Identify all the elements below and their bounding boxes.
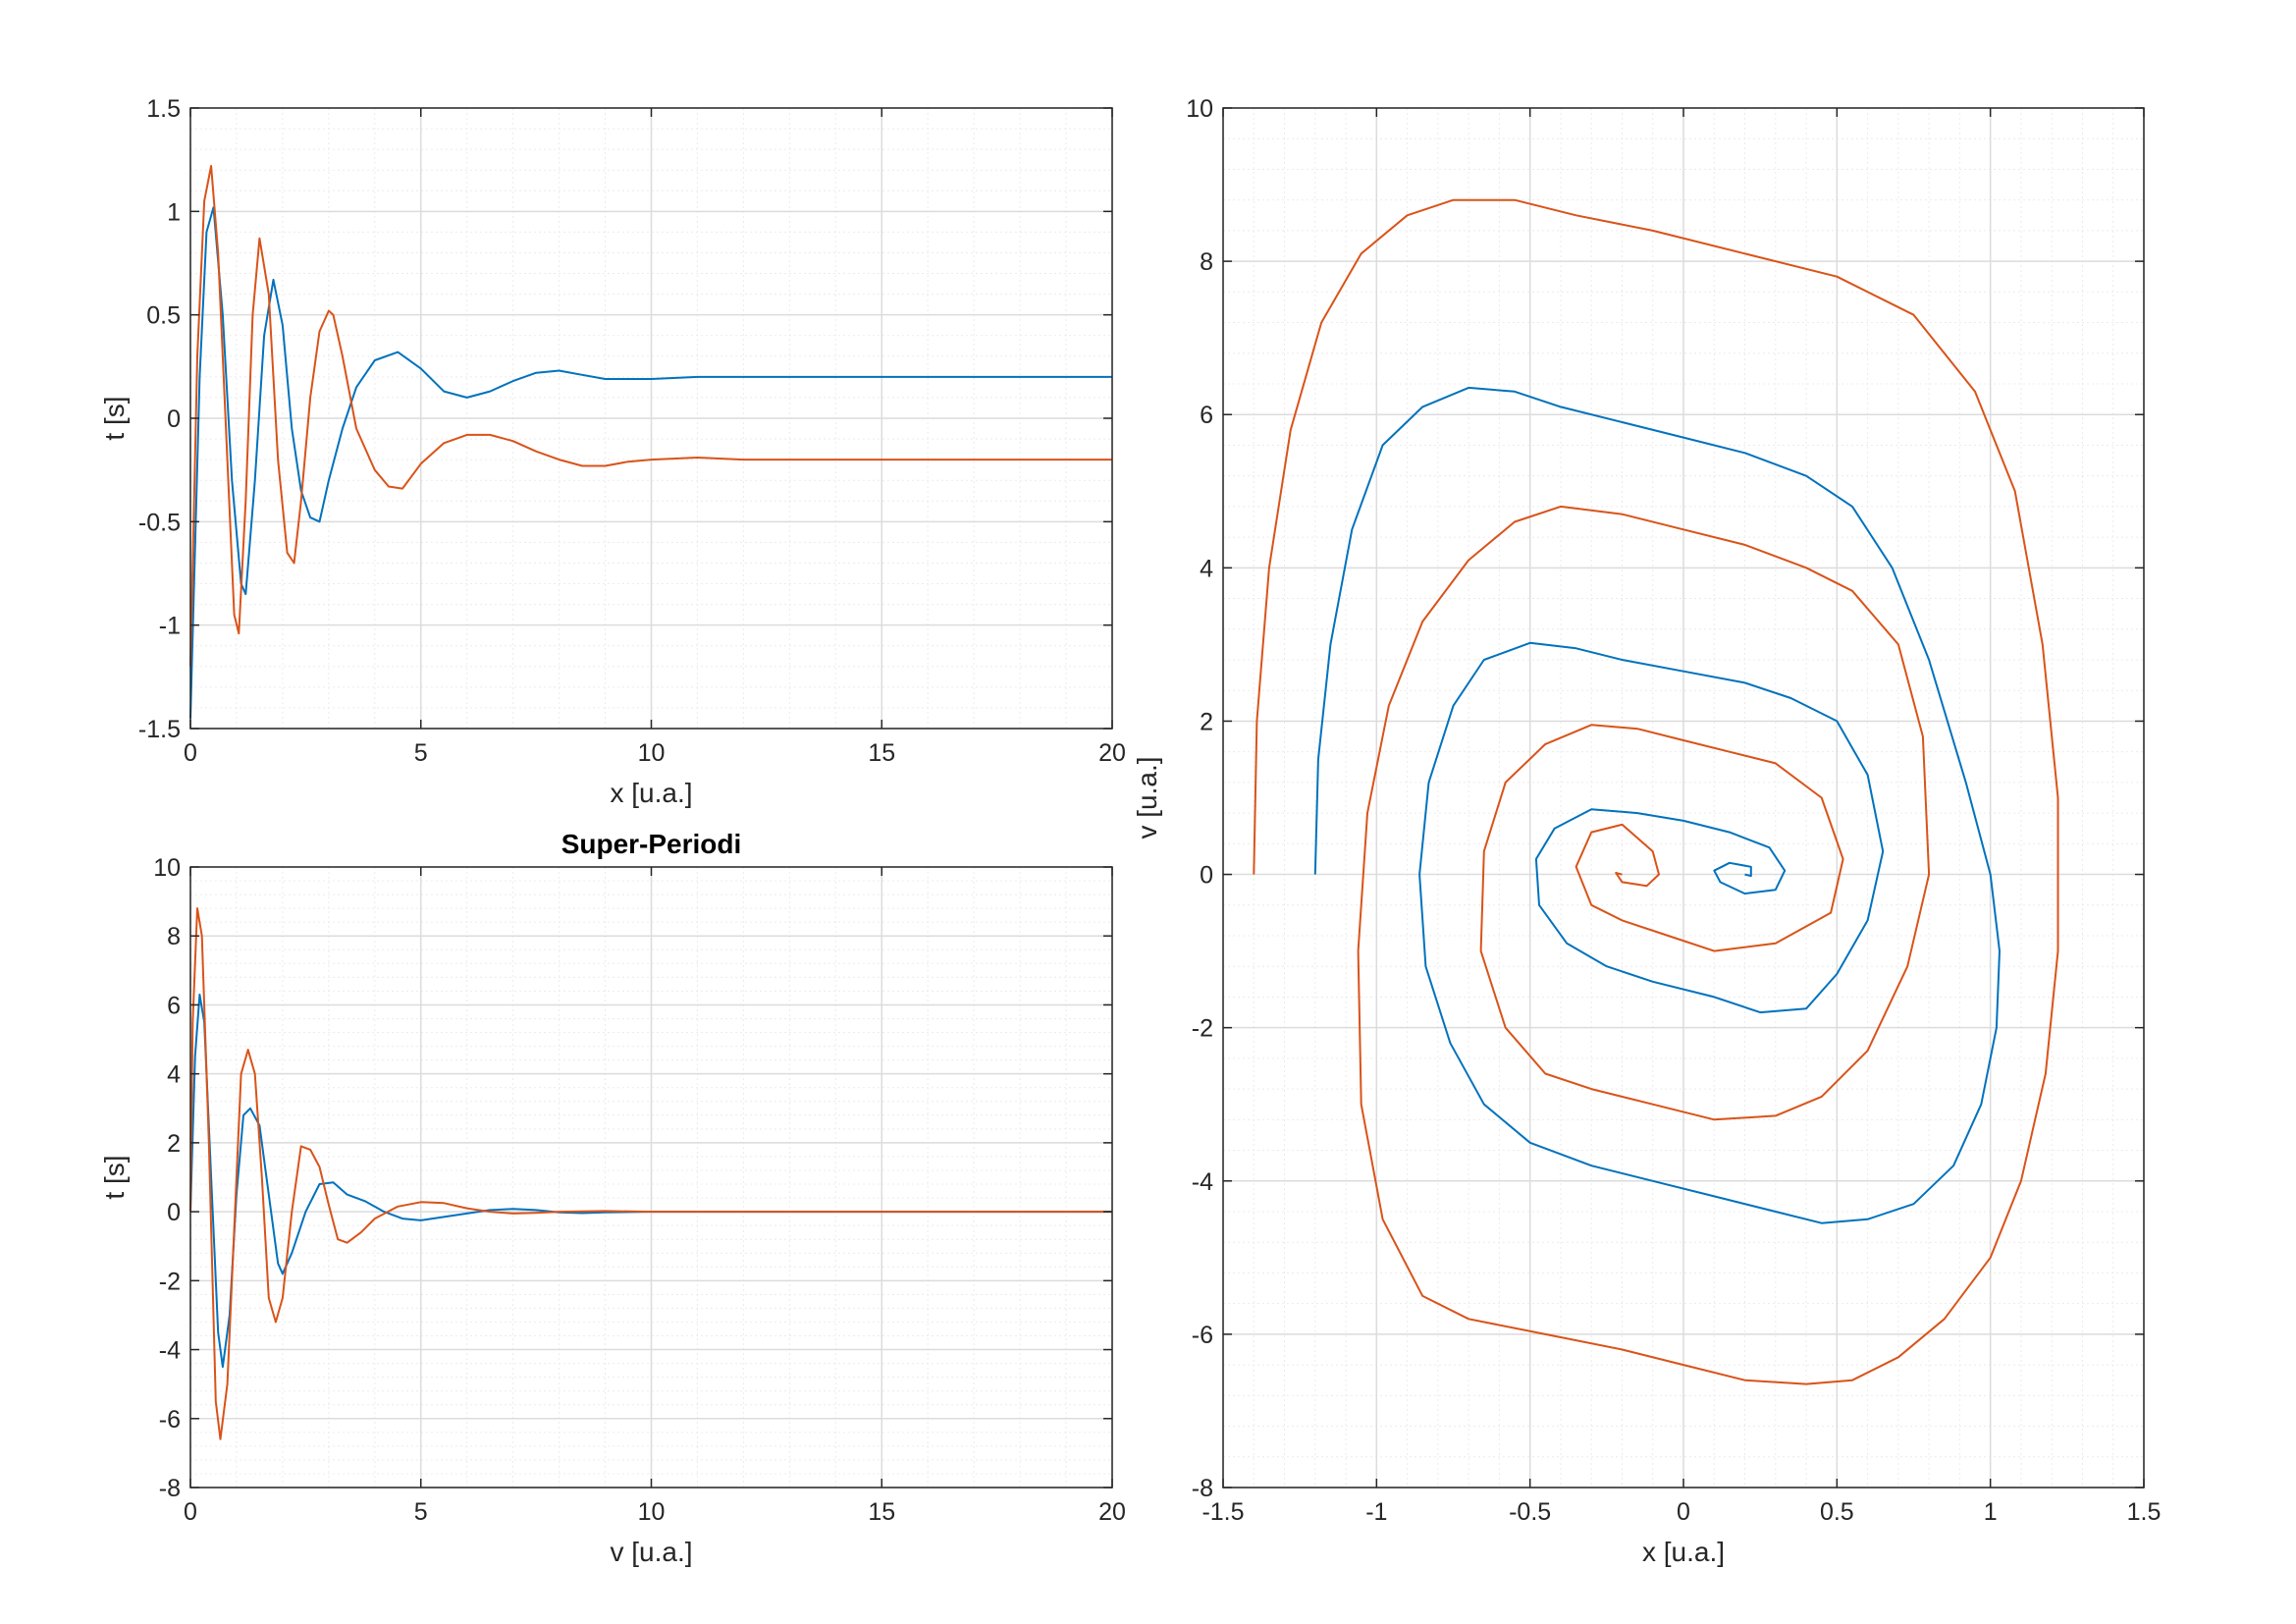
top-left-chart: 0 5 10 15 20 -1.5 -1 -0.5 0 0.5 1 1.5 x [u.a.] t [s]	[99, 95, 1126, 808]
top-left-y-tick-label: 1.5	[146, 95, 181, 123]
right-y-tick-label: -8	[1192, 1475, 1213, 1502]
top-left-y-tick-label: -1.5	[138, 716, 181, 743]
right-x-tick-label: -1.5	[1201, 1498, 1244, 1526]
right-y-tick-label: 6	[1200, 402, 1213, 429]
bottom-left-y-axis-label: t [s]	[99, 1155, 130, 1199]
bottom-left-y-tick-label: 0	[167, 1199, 181, 1226]
top-left-y-tick-label: -0.5	[138, 509, 181, 536]
top-left-x-tick-label: 20	[1098, 739, 1126, 767]
bottom-left-y-tick-label: 10	[153, 854, 181, 882]
bottom-left-series-1-line	[189, 993, 1112, 1369]
bottom-left-y-tick-label: -8	[159, 1475, 181, 1502]
top-left-x-tick-label: 10	[638, 739, 666, 767]
top-left-y-tick-label: -1	[159, 613, 181, 640]
top-left-y-tick-label: 0.5	[146, 302, 181, 330]
right-y-tick-label: 10	[1186, 95, 1213, 123]
right-y-tick-label: 2	[1200, 708, 1213, 735]
right-x-tick-label: 0.5	[1820, 1498, 1854, 1526]
bottom-left-x-tick-label: 20	[1098, 1498, 1126, 1526]
bottom-left-y-tick-label: -4	[159, 1337, 181, 1365]
right-series-1-line	[1313, 386, 2001, 1224]
bottom-left-x-tick-label: 15	[868, 1498, 895, 1526]
right-chart: -1.5 -1 -0.5 0 0.5 1 1.5 -8 -6 -4 -2 0 2 4 6 8 10 x [u.a.…	[1132, 95, 2161, 1567]
right-y-tick-label: -6	[1192, 1322, 1213, 1349]
right-x-tick-label: -1	[1365, 1498, 1387, 1526]
top-left-y-tick-label: 0	[167, 406, 181, 433]
top-left-grid	[189, 107, 1113, 730]
bottom-left-y-tick-label: 2	[167, 1130, 181, 1158]
right-x-tick-label: 0	[1677, 1498, 1690, 1526]
bottom-left-x-axis-label: v [u.a.]	[610, 1537, 692, 1567]
right-series-2-line	[1253, 198, 2059, 1385]
bottom-left-chart-title: Super-Periodi	[561, 829, 742, 859]
bottom-left-y-tick-label: 4	[167, 1061, 181, 1089]
top-left-y-tick-label: 1	[167, 198, 181, 226]
bottom-left-y-tick-label: -6	[159, 1406, 181, 1434]
right-grid	[1222, 107, 2145, 1489]
bottom-left-x-tick-label: 10	[638, 1498, 666, 1526]
right-y-axis-label: v [u.a.]	[1132, 756, 1162, 839]
right-x-axis-label: x [u.a.]	[1642, 1537, 1725, 1567]
right-y-tick-label: -2	[1192, 1015, 1213, 1043]
bottom-left-y-tick-label: -2	[159, 1268, 181, 1295]
bottom-left-grid	[189, 866, 1113, 1489]
right-x-tick-label: -0.5	[1509, 1498, 1551, 1526]
bottom-left-chart: 0 5 10 15 20 -8 -6 -4 -2 0 2 4 6 8 10 v [u.a.] t [s] Supe…	[99, 829, 1126, 1567]
top-left-y-axis-label: t [s]	[99, 396, 130, 440]
bottom-left-x-tick-label: 5	[414, 1498, 428, 1526]
right-x-tick-label: 1	[1984, 1498, 1998, 1526]
bottom-left-x-tick-label: 0	[184, 1498, 197, 1526]
top-left-x-tick-label: 15	[868, 739, 895, 767]
bottom-left-y-tick-label: 8	[167, 923, 181, 950]
right-y-tick-label: 8	[1200, 248, 1213, 276]
right-y-tick-label: -4	[1192, 1168, 1213, 1196]
bottom-left-series-2-line	[189, 907, 1112, 1440]
top-left-x-tick-label: 5	[414, 739, 428, 767]
right-y-tick-label: 0	[1200, 862, 1213, 890]
bottom-left-y-tick-label: 6	[167, 992, 181, 1019]
top-left-x-tick-label: 0	[184, 739, 197, 767]
top-left-series-2-line	[189, 165, 1112, 667]
right-y-tick-label: 4	[1200, 555, 1213, 582]
top-left-x-axis-label: x [u.a.]	[610, 778, 692, 808]
right-x-tick-label: 1.5	[2127, 1498, 2162, 1526]
